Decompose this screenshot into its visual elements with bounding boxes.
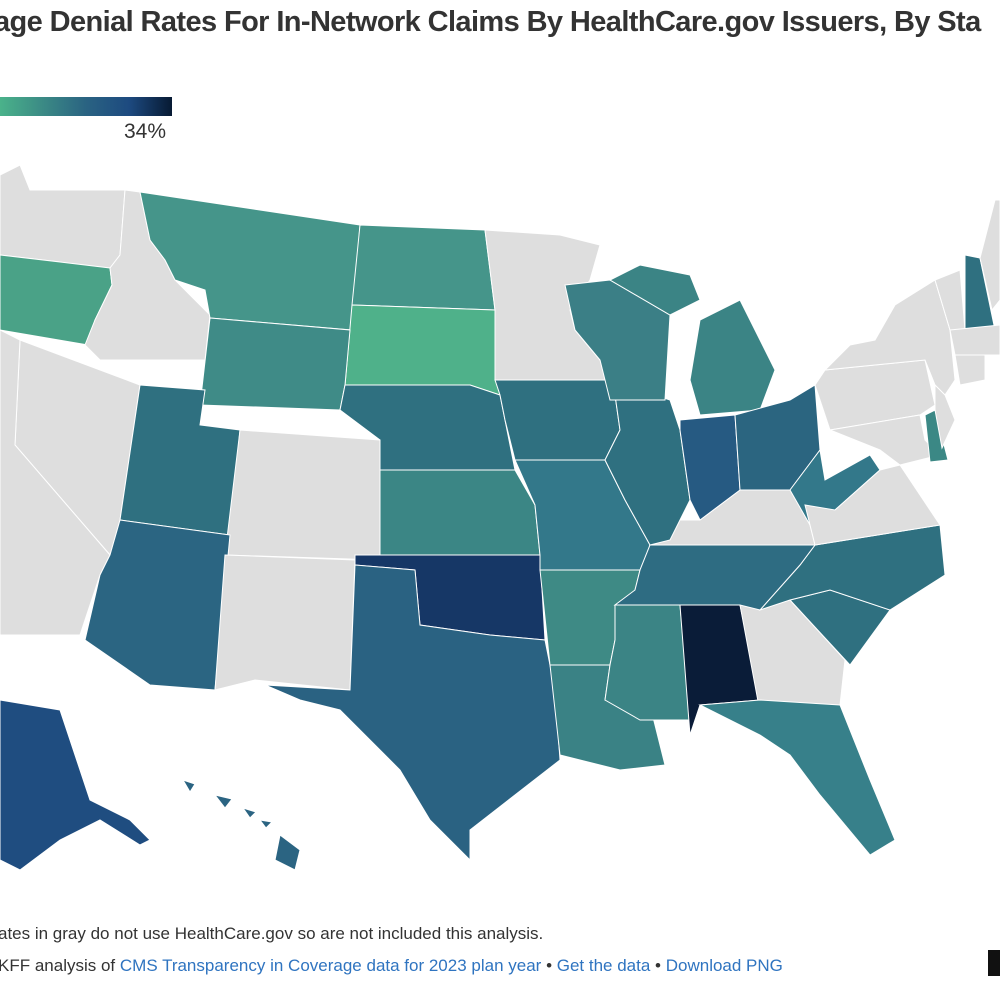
chart-title: age Denial Rates For In-Network Claims B… xyxy=(0,6,981,38)
cms-data-link[interactable]: CMS Transparency in Coverage data for 20… xyxy=(119,956,542,975)
source-prefix: KFF analysis of xyxy=(0,956,120,975)
state-il[interactable] xyxy=(604,379,691,546)
footnote: ates in gray do not use HealthCare.gov s… xyxy=(0,924,544,943)
state-nd[interactable] xyxy=(351,224,496,311)
get-the-data-link[interactable]: Get the data xyxy=(556,956,651,975)
state-ut[interactable] xyxy=(119,384,241,536)
state-ms[interactable] xyxy=(604,604,691,721)
state-hi[interactable] xyxy=(274,834,301,871)
state-ak[interactable] xyxy=(0,699,151,871)
separator: • xyxy=(650,956,666,975)
state-nj[interactable] xyxy=(934,383,956,450)
download-png-link[interactable]: Download PNG xyxy=(665,956,783,975)
state-ct[interactable] xyxy=(954,354,986,386)
state-mi[interactable] xyxy=(608,264,701,316)
kff-logo xyxy=(988,950,1000,976)
state-mi[interactable] xyxy=(689,299,776,416)
state-hi[interactable] xyxy=(181,779,196,793)
state-wy[interactable] xyxy=(199,317,351,411)
state-co[interactable] xyxy=(224,429,381,561)
state-ia[interactable] xyxy=(494,379,621,461)
state-ks[interactable] xyxy=(379,469,541,556)
legend-max-label: 34% xyxy=(124,120,167,143)
state-hi[interactable] xyxy=(213,794,233,809)
state-me[interactable] xyxy=(979,199,1000,312)
state-wa[interactable] xyxy=(0,164,126,271)
state-ma[interactable] xyxy=(949,324,1000,356)
state-fl[interactable] xyxy=(698,699,896,856)
state-nm[interactable] xyxy=(214,554,356,691)
state-de[interactable] xyxy=(924,409,949,463)
state-hi[interactable] xyxy=(241,807,257,819)
state-hi[interactable] xyxy=(258,819,274,829)
state-sd[interactable] xyxy=(344,304,501,396)
source-line: KFF analysis of CMS Transparency in Cove… xyxy=(0,956,783,976)
color-scale-legend xyxy=(0,97,172,116)
separator: • xyxy=(541,956,557,975)
